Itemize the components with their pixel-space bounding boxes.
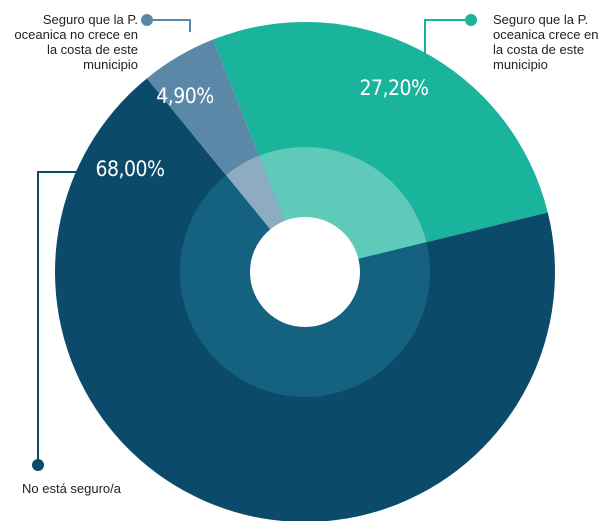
leader-line — [37, 171, 80, 465]
donut-hole — [250, 217, 360, 327]
legend-label: Seguro que la P. oceanica no crece en la… — [14, 12, 138, 72]
legend-label: Seguro que la P. oceanica crece en la co… — [493, 12, 599, 72]
value-label: 27,20% — [359, 76, 428, 100]
value-label: 68,00% — [95, 157, 164, 181]
value-label: 4,90% — [156, 84, 214, 108]
legend-label: No está seguro/a — [22, 481, 122, 496]
legend-dot — [141, 14, 153, 26]
legend-dot — [465, 14, 477, 26]
leader-line — [424, 19, 471, 75]
legend-dot — [32, 459, 44, 471]
leader-line — [147, 19, 191, 32]
